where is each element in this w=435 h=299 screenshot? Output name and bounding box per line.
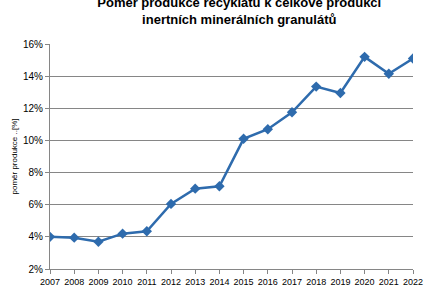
svg-text:2014: 2014 <box>209 277 229 287</box>
svg-text:2017: 2017 <box>282 277 302 287</box>
svg-text:8%: 8% <box>29 167 44 178</box>
svg-text:2007: 2007 <box>40 277 60 287</box>
svg-text:Poměr produkce recyklátů k cel: Poměr produkce recyklátů k celkové produ… <box>97 0 381 27</box>
svg-text:2016: 2016 <box>258 277 278 287</box>
svg-text:2022: 2022 <box>403 277 423 287</box>
svg-text:2015: 2015 <box>234 277 254 287</box>
svg-text:2009: 2009 <box>88 277 108 287</box>
svg-text:16%: 16% <box>23 39 43 50</box>
svg-text:10%: 10% <box>23 135 43 146</box>
svg-text:2008: 2008 <box>64 277 84 287</box>
svg-text:6%: 6% <box>29 199 44 210</box>
svg-text:2020: 2020 <box>355 277 375 287</box>
svg-text:4%: 4% <box>29 231 44 242</box>
svg-text:2011: 2011 <box>137 277 156 287</box>
svg-text:2019: 2019 <box>330 277 350 287</box>
svg-text:2013: 2013 <box>185 277 205 287</box>
svg-text:poměr produkce ..[%]: poměr produkce ..[%] <box>10 118 19 194</box>
svg-text:14%: 14% <box>23 71 43 82</box>
svg-text:2018: 2018 <box>306 277 326 287</box>
svg-text:2%: 2% <box>29 264 44 275</box>
svg-text:2010: 2010 <box>113 277 133 287</box>
svg-text:12%: 12% <box>23 103 43 114</box>
svg-text:2012: 2012 <box>161 277 181 287</box>
svg-text:2021: 2021 <box>379 277 399 287</box>
